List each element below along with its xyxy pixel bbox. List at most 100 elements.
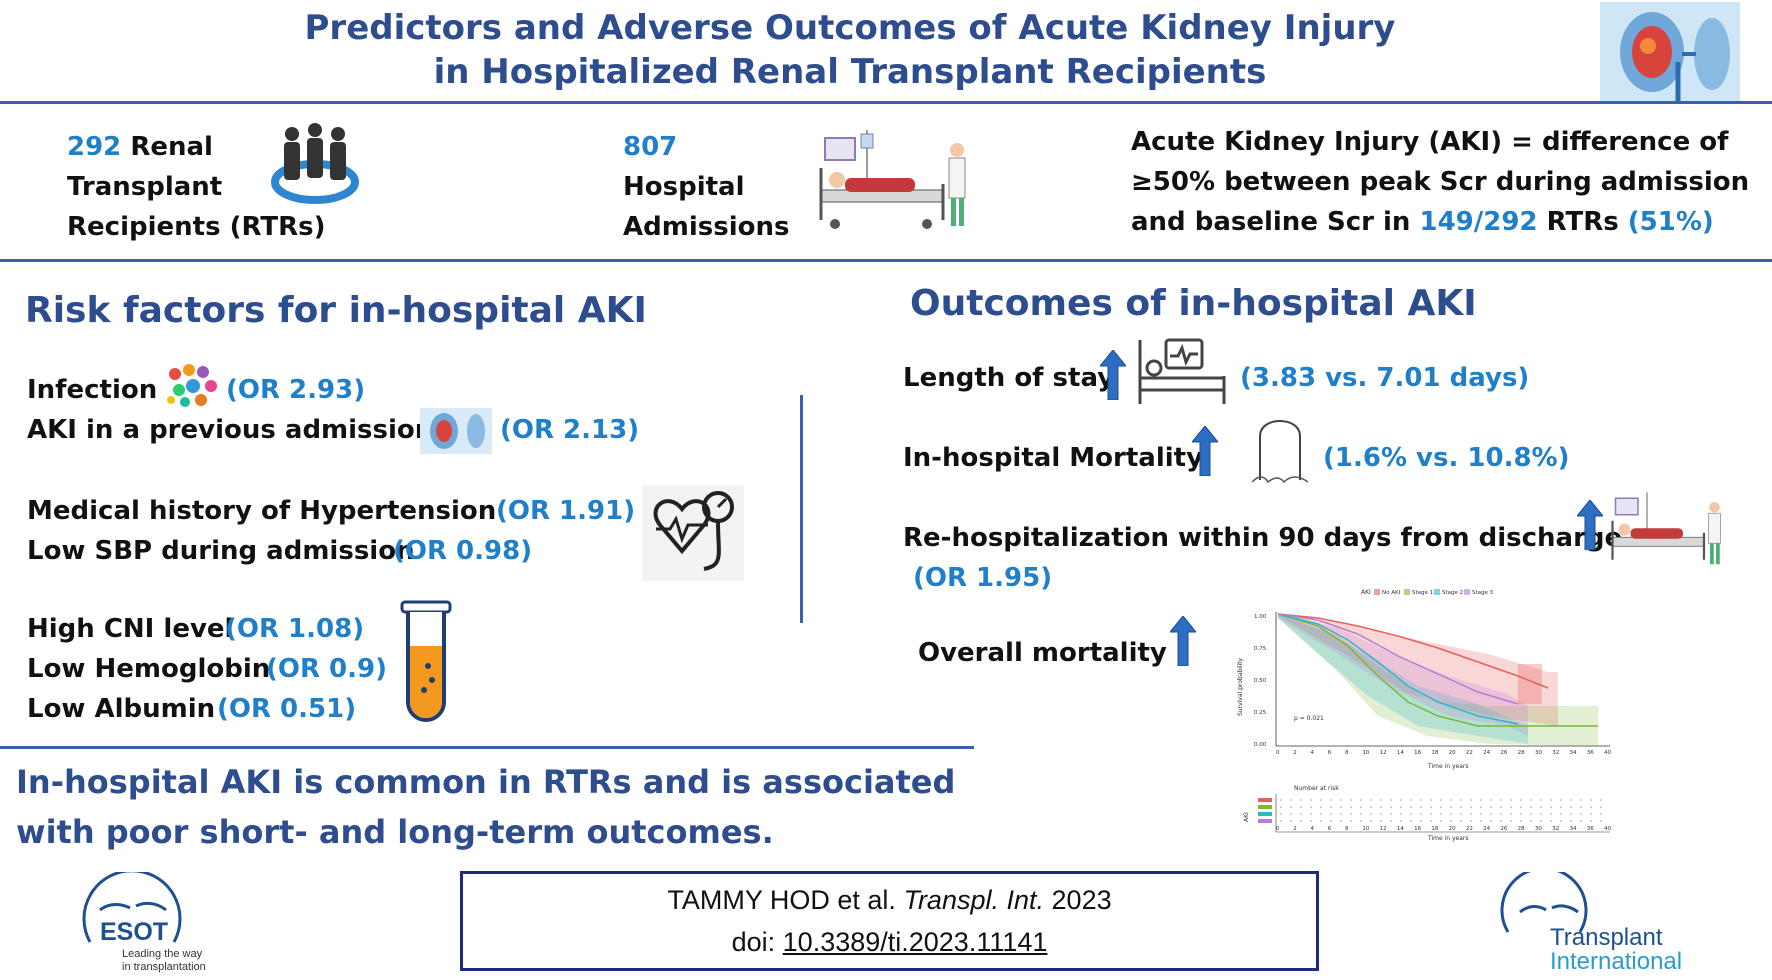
svg-text:0.75: 0.75 — [1254, 646, 1267, 652]
km-x-tick: 2 — [1293, 750, 1297, 756]
km-x-tick: 24 — [1483, 750, 1490, 756]
alb-label: Low Albumin — [27, 694, 216, 724]
title-line-1: Predictors and Adverse Outcomes of Acute… — [304, 8, 1396, 48]
los-label: Length of stay — [903, 363, 1115, 393]
prev-aki-label: AKI in a previous admission — [27, 415, 434, 445]
conclusion: In-hospital AKI is common in RTRs and is… — [16, 757, 955, 857]
test-tube-icon — [398, 600, 454, 730]
km-x-tick: 34 — [1569, 826, 1576, 832]
km-x-tick: 0 — [1276, 750, 1280, 756]
svg-text:0.25: 0.25 — [1254, 710, 1267, 716]
aki-rtrs: RTRs — [1546, 207, 1619, 237]
aki-def-line2: ≥50% between peak Scr during admission — [1131, 167, 1750, 197]
km-legend-item: Stage 1 — [1412, 590, 1433, 596]
km-x-tick: 32 — [1552, 750, 1559, 756]
km-legend-title: AKI — [1361, 589, 1371, 596]
km-risk-axis: AKI — [1243, 812, 1250, 822]
km-x-tick: 12 — [1380, 750, 1387, 756]
km-x-tick: 16 — [1414, 826, 1421, 832]
risk-bottom-divider — [0, 746, 974, 749]
km-x-tick: 6 — [1328, 750, 1332, 756]
km-legend-item: No AKI — [1382, 590, 1401, 596]
conclusion-line2: with poor short- and long-term outcomes. — [16, 813, 774, 851]
rtr-line3: Recipients (RTRs) — [67, 212, 326, 242]
gravestone-icon — [1248, 410, 1312, 486]
aki-definition: Acute Kidney Injury (AKI) = difference o… — [1131, 122, 1771, 242]
km-legend: No AKI Stage 1 Stage 2 Stage 3 — [1374, 589, 1494, 596]
admissions-line2: Hospital — [623, 172, 745, 202]
header-divider — [0, 101, 1772, 104]
up-arrow-icon — [1098, 349, 1128, 404]
km-x-ticks: 0 2 4 6 8 10 12 14 16 18 20 22 24 26 28 30 32 34 36 40 — [1276, 750, 1611, 756]
km-risk-x-label: Time in years — [1427, 835, 1468, 842]
km-x-tick: 6 — [1328, 826, 1332, 832]
esot-tagline2: in transplantation — [122, 961, 206, 973]
esot-name: ESOT — [100, 918, 169, 946]
km-x-tick: 24 — [1483, 826, 1490, 832]
admissions-count: 807 — [623, 132, 678, 162]
prev-aki-or: (OR 2.13) — [500, 415, 640, 445]
heart-pressure-icon — [642, 485, 744, 581]
km-y-label: Survival probability — [1237, 657, 1244, 716]
ti-logo-line1: Transplant — [1550, 924, 1663, 951]
rtr-line2: Transplant — [67, 172, 223, 202]
km-x-tick: 8 — [1345, 826, 1349, 832]
km-plot: AKI No AKI Stage 1 Stage 2 Stage 3 Survi… — [1228, 576, 1624, 842]
km-y-ticks: 1.00 0.75 0.50 0.25 0.00 — [1254, 614, 1267, 748]
km-x-tick: 0 — [1276, 826, 1280, 832]
hospital-bed-outline-icon — [1136, 336, 1228, 406]
km-legend-item: Stage 3 — [1472, 590, 1494, 596]
mort-label: In-hospital Mortality — [903, 443, 1204, 473]
citation-box: TAMMY HOD et al. Transpl. Int. 2023 doi:… — [460, 871, 1319, 971]
km-x-tick: 2 — [1293, 826, 1297, 832]
km-x-tick: 18 — [1431, 826, 1438, 832]
km-legend-item: Stage 2 — [1442, 590, 1463, 596]
km-x-tick: 20 — [1449, 826, 1456, 832]
aki-def-line3: and baseline Scr in — [1131, 207, 1411, 237]
rehosp-label: Re-hospitalization within 90 days from d… — [903, 523, 1623, 553]
km-x-tick: 28 — [1518, 750, 1525, 756]
risk-group-1: Infection AKI in a previous admission — [27, 370, 687, 450]
km-x-tick: 4 — [1311, 750, 1315, 756]
rtr-word: Renal — [130, 132, 213, 162]
rtr-summary: 292 Renal Transplant Recipients (RTRs) — [67, 127, 327, 247]
up-arrow-icon — [1575, 499, 1605, 554]
cni-or: (OR 1.08) — [225, 614, 365, 644]
km-risk-title: Number at risk — [1294, 785, 1339, 792]
htn-or: (OR 1.91) — [496, 496, 636, 526]
outcomes-heading: Outcomes of in-hospital AKI — [910, 283, 1477, 324]
km-x-tick: 32 — [1552, 826, 1559, 832]
ti-logo-line2: International — [1550, 948, 1683, 975]
hb-label: Low Hemoglobin — [27, 654, 271, 684]
doi-link[interactable]: 10.3389/ti.2023.11141 — [782, 927, 1048, 957]
km-x-tick: 22 — [1466, 826, 1473, 832]
km-x-tick: 18 — [1431, 750, 1438, 756]
esot-logo: ESOT Leading the way in transplantation — [70, 869, 230, 976]
km-x-tick: 40 — [1604, 750, 1611, 756]
km-x-tick: 36 — [1587, 826, 1594, 832]
svg-text:0.00: 0.00 — [1254, 742, 1267, 748]
km-x-label: Time in years — [1427, 763, 1468, 770]
rtr-count: 292 — [67, 132, 122, 162]
admissions-summary: 807 Hospital Admissions — [623, 127, 813, 247]
column-divider — [800, 395, 803, 623]
cni-label: High CNI level — [27, 614, 234, 644]
citation-authors: TAMMY HOD et al. — [667, 885, 896, 915]
esot-tagline1: Leading the way — [122, 948, 203, 960]
infection-label: Infection — [27, 375, 158, 405]
km-risk-x-ticks: 0 2 4 6 8 10 12 14 16 18 20 22 24 26 28 30 32 34 36 40 — [1276, 826, 1611, 832]
hospital-bed-icon — [815, 128, 975, 238]
aki-ratio: 149/292 — [1419, 207, 1538, 237]
km-x-tick: 30 — [1535, 750, 1542, 756]
mort-value: (1.6% vs. 10.8%) — [1323, 443, 1570, 473]
admissions-line3: Admissions — [623, 212, 790, 242]
km-x-tick: 30 — [1535, 826, 1542, 832]
km-x-tick: 14 — [1397, 826, 1404, 832]
overall-mort-label: Overall mortality — [918, 638, 1167, 668]
aki-def-line1: Acute Kidney Injury (AKI) = difference o… — [1131, 127, 1729, 157]
km-x-tick: 34 — [1569, 750, 1576, 756]
summary-divider — [0, 259, 1772, 262]
title-line-2: in Hospitalized Renal Transplant Recipie… — [433, 52, 1267, 92]
aki-pct: (51%) — [1627, 207, 1714, 237]
infection-or: (OR 2.93) — [226, 375, 366, 405]
